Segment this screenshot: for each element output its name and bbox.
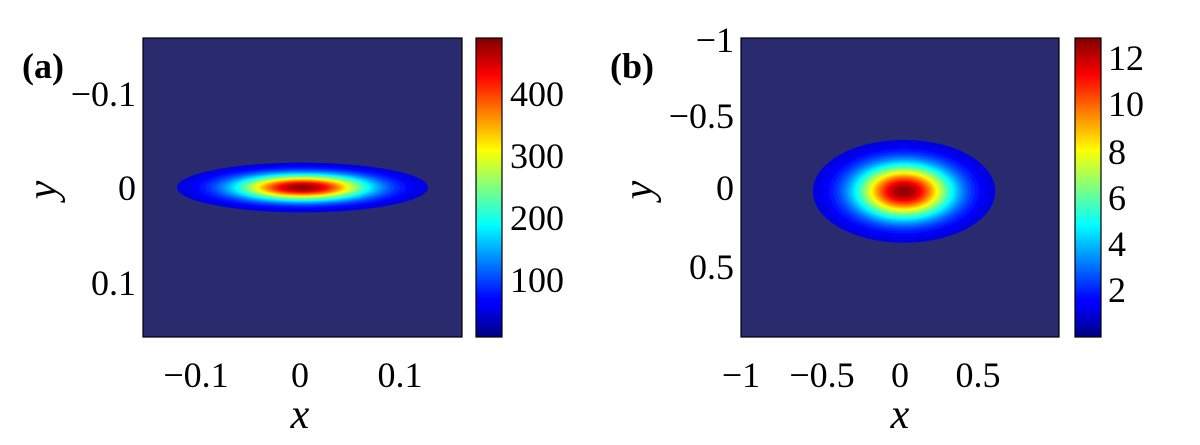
panel-b-ytick-3: 0.5: [689, 247, 734, 287]
panel-a-ytick-0: −0.1: [71, 74, 136, 114]
panel-b-ytick-2: 0: [716, 168, 734, 208]
panel-b-xtick-3: 0.5: [956, 355, 1001, 395]
panel-a-xtick-0: −0.1: [163, 355, 228, 395]
panel-a-xtick-1: 0: [291, 355, 309, 395]
panel-b-cbtick-12: 12: [1108, 38, 1144, 78]
panel-a-cbtick-100: 100: [510, 260, 564, 300]
panel-b-cbtick-8: 8: [1108, 132, 1126, 172]
panel-b-heatmap: [812, 139, 996, 243]
panel-a-frame: [142, 37, 463, 338]
panel-b-colorbar-ticks: 2 4 6 8 10 12: [1108, 38, 1144, 310]
panel-a-cbtick-200: 200: [510, 198, 564, 238]
panel-b-xtick-2: 0: [891, 355, 909, 395]
panel-a-cbtick-400: 400: [510, 74, 564, 114]
panel-a-cbtick-300: 300: [510, 136, 564, 176]
panel-a-ytick-1: 0: [118, 168, 136, 208]
panel-a: (a) −0.1 0 0.1 −0.1 0 0.1 x y 100 200 30…: [20, 37, 564, 438]
panel-a-xtick-2: 0.1: [378, 355, 423, 395]
panel-b-cbtick-6: 6: [1108, 178, 1126, 218]
panel-b-colorbar-frame: [1074, 37, 1102, 338]
panel-a-colorbar-ticks: 100 200 300 400: [510, 74, 564, 300]
panel-b-cbtick-2: 2: [1108, 270, 1126, 310]
panel-a-colorbar-frame: [475, 37, 503, 338]
panel-b-ylabel: y: [616, 180, 662, 203]
panel-b-label: (b): [610, 46, 654, 86]
panel-a-label: (a): [22, 46, 64, 86]
panel-b: (b) −1 −0.5 0 0.5 −1 −0.5 0 0.5 x y 2 4 …: [610, 20, 1144, 438]
panel-a-colorbar: [476, 38, 502, 337]
panel-b-colorbar: [1075, 38, 1101, 337]
panel-b-ytick-0: −1: [696, 20, 734, 60]
panel-b-frame: [740, 37, 1060, 338]
panel-b-cbtick-10: 10: [1108, 84, 1144, 124]
panel-a-heatmap: [177, 162, 428, 213]
panel-b-cbtick-4: 4: [1108, 224, 1126, 264]
panel-b-xtick-1: −0.5: [789, 355, 854, 395]
panel-a-contour-39: [302, 187, 303, 188]
panel-a-ylabel: y: [20, 180, 66, 203]
panel-a-xlabel: x: [290, 392, 310, 438]
panel-b-xlabel: x: [890, 392, 910, 438]
panel-b-contour-39: [903, 190, 905, 192]
panel-b-xtick-0: −1: [722, 355, 760, 395]
panel-b-ytick-1: −0.5: [669, 96, 734, 136]
panel-a-ytick-2: 0.1: [91, 263, 136, 303]
